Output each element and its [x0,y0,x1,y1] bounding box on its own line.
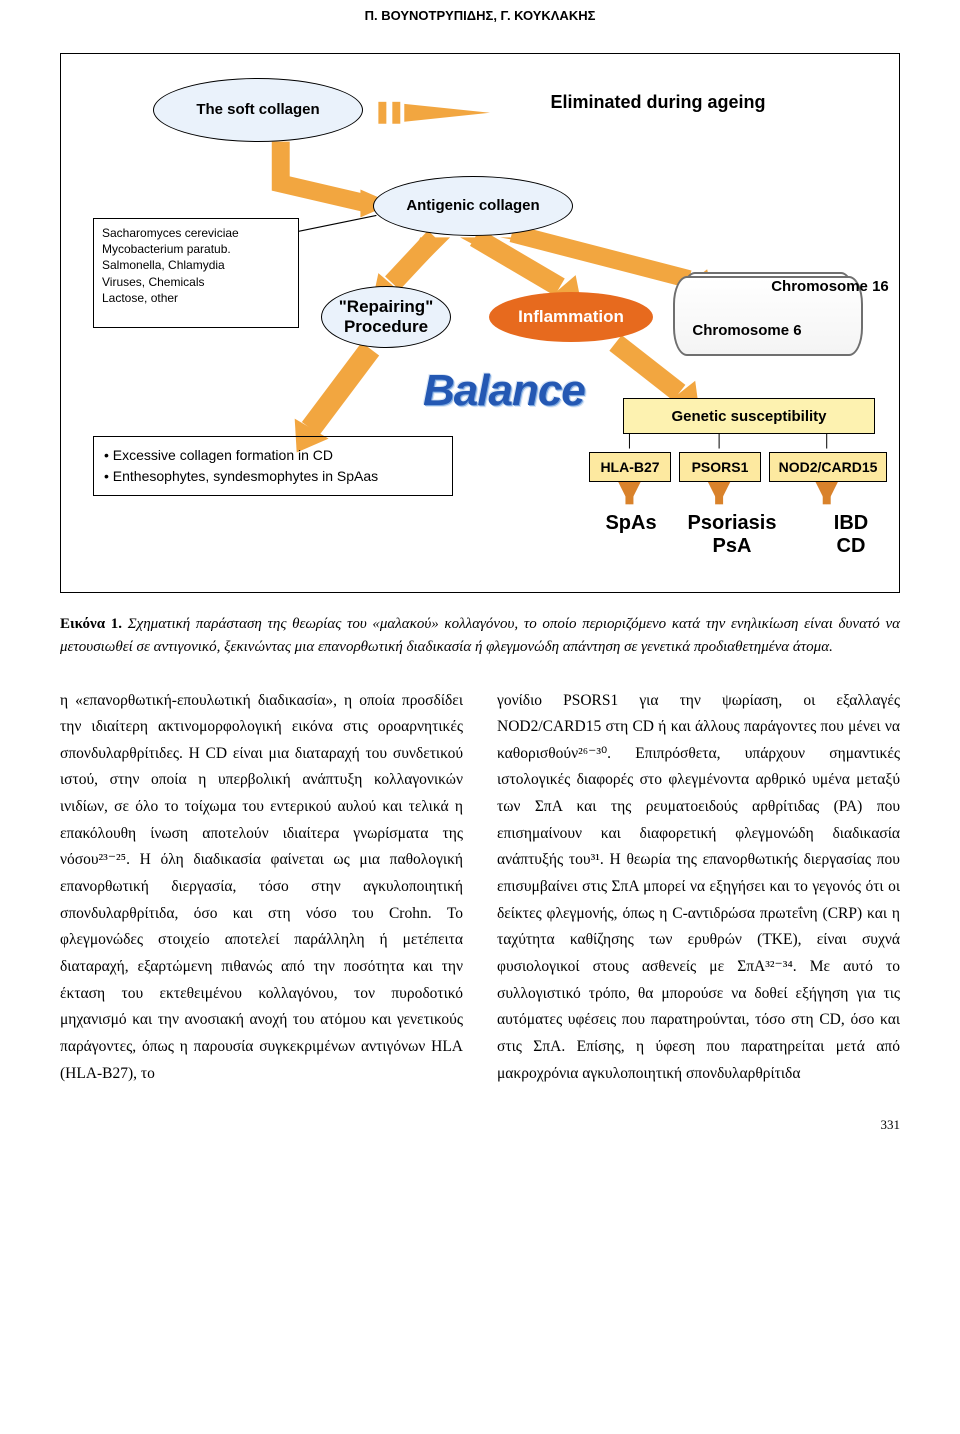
excessive-line: • Excessive collagen formation in CD [104,445,378,466]
gene-psors1: PSORS1 [679,452,761,482]
factor-line: Viruses, Chemicals [102,274,239,290]
factor-line: Mycobacterium paratub. [102,241,239,257]
node-soft-collagen: The soft collagen [153,78,363,142]
disease-psoriasis: Psoriasis PsA [677,512,787,558]
factor-line: Sacharomyces cereviciae [102,225,239,241]
disease-spas: SpAs [581,512,681,535]
gene-hla: HLA-B27 [589,452,671,482]
caption-body: Σχηματική παράσταση της θεωρίας του «μαλ… [60,616,900,655]
disease-ibd: IBD CD [811,512,891,558]
node-chrom6: Chromosome 6 [677,316,817,346]
diagram-container: The soft collagen Eliminated during agei… [60,53,900,593]
body-text: η «επανορθωτική-επουλωτική διαδικασία», … [60,688,900,1088]
factor-line: Lactose, other [102,290,239,306]
figure-caption: Εικόνα 1. Σχηματική παράσταση της θεωρία… [60,613,900,660]
node-repairing: "Repairing" Procedure [321,286,451,348]
gene-nod2: NOD2/CARD15 [769,452,887,482]
factor-line: Salmonella, Chlamydia [102,257,239,273]
body-col2: γονίδιο PSORS1 για την ψωρίαση, οι εξαλλ… [497,688,900,1088]
node-inflammation: Inflammation [489,292,653,342]
node-excessive: • Excessive collagen formation in CD • E… [93,436,453,496]
page-header-authors: Π. ΒΟΥΝΟΤΡΥΠΙΔΗΣ, Γ. ΚΟΥΚΛΑΚΗΣ [0,0,960,43]
node-genetic-susceptibility: Genetic susceptibility [623,398,875,434]
node-eliminated: Eliminated during ageing [503,88,813,118]
node-factors: Sacharomyces cereviciae Mycobacterium pa… [93,218,299,328]
disease-line: CD [811,535,891,558]
caption-label: Εικόνα 1. [60,616,122,632]
disease-line: Psoriasis [677,512,787,535]
node-chrom16: Chromosome 16 [755,272,905,302]
page-number: 331 [60,1117,900,1133]
balance-word: Balance [423,366,585,416]
body-col1: η «επανορθωτική-επουλωτική διαδικασία», … [60,688,463,1088]
excessive-line: • Enthesophytes, syndesmophytes in SpAas [104,466,378,487]
disease-line: IBD [811,512,891,535]
node-antigenic: Antigenic collagen [373,176,573,236]
disease-line: PsA [677,535,787,558]
